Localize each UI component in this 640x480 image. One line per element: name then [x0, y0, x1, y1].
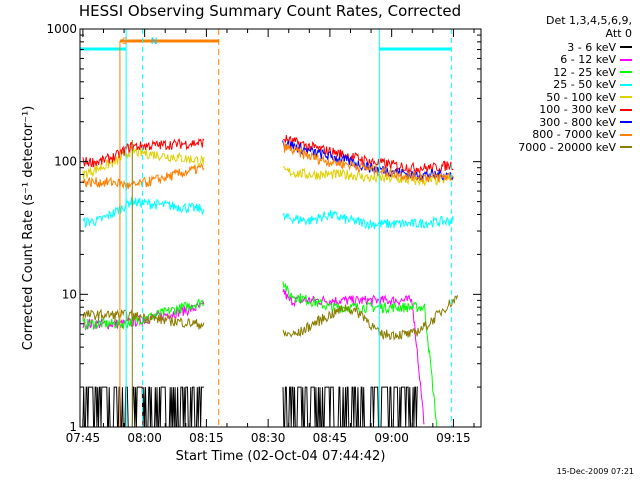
x-tick-label: 07:45: [66, 431, 101, 445]
legend-swatch: [620, 96, 632, 99]
series-line: [282, 166, 454, 187]
series-line: [282, 140, 454, 181]
series-line: [82, 138, 205, 168]
y-axis-label: Corrected Count Rate (s⁻¹ detector⁻¹): [21, 106, 36, 351]
series-line: [82, 162, 205, 191]
legend-label: 300 - 800 keV: [539, 115, 616, 129]
legend-label: 800 - 7000 keV: [532, 128, 616, 142]
legend-swatch: [620, 133, 632, 136]
legend-label: 3 - 6 keV: [567, 40, 616, 54]
legend-item: 50 - 100 keV: [492, 91, 632, 104]
legend-label: 6 - 12 keV: [560, 53, 616, 67]
legend-item: 7000 - 20000 keV: [492, 141, 632, 154]
legend: 3 - 6 keV 6 - 12 keV 12 - 25 keV 25 - 50 ke…: [492, 41, 632, 154]
y-tick-label: 1: [69, 420, 77, 434]
series-line: [282, 386, 418, 428]
series-line: [282, 142, 454, 184]
legend-swatch: [620, 71, 632, 74]
series-line: [282, 281, 438, 428]
legend-item: 12 - 25 keV: [492, 66, 632, 79]
legend-swatch: [620, 83, 632, 86]
legend-label: 12 - 25 keV: [553, 65, 616, 79]
chart-title: HESSI Observing Summary Count Rates, Cor…: [78, 2, 462, 20]
plot-frame: [79, 28, 482, 428]
annotation-S: S: [122, 37, 128, 47]
x-tick-label: 08:00: [127, 431, 162, 445]
y-tick-label: 1000: [46, 22, 77, 36]
series-line: [82, 144, 205, 180]
series-line: [82, 308, 205, 330]
legend-header-line-2: Att 0: [605, 27, 632, 40]
legend-item: 300 - 800 keV: [492, 116, 632, 129]
legend-swatch: [620, 46, 632, 49]
legend-label: 25 - 50 keV: [553, 78, 616, 92]
legend-item: 25 - 50 keV: [492, 78, 632, 92]
series-line: [282, 209, 454, 231]
x-tick-label: 08:45: [313, 431, 348, 445]
y-tick-label: 100: [54, 155, 77, 169]
x-tick-label: 09:00: [374, 431, 409, 445]
x-tick-label: 09:15: [436, 431, 471, 445]
legend-header: Det 1,3,4,5,6,9, Att 0: [492, 14, 632, 40]
timestamp: 15-Dec-2009 07:21: [556, 467, 634, 476]
series-line: [82, 386, 204, 428]
x-tick-label: 08:15: [189, 431, 224, 445]
legend-label: 50 - 100 keV: [546, 90, 616, 104]
legend-label: 7000 - 20000 keV: [518, 140, 616, 154]
legend-item: 800 - 7000 keV: [492, 128, 632, 142]
legend-item: 6 - 12 keV: [492, 53, 632, 67]
x-axis-label: Start Time (02-Oct-04 07:44:42): [176, 449, 386, 464]
legend-swatch: [620, 146, 632, 149]
legend-header-line-1: Det 1,3,4,5,6,9,: [545, 14, 632, 27]
legend-item: 100 - 300 keV: [492, 103, 632, 117]
annotation-N: N: [151, 37, 158, 47]
series-line: [82, 197, 205, 229]
legend-item: 3 - 6 keV: [492, 41, 632, 54]
x-tick-label: 08:30: [251, 431, 286, 445]
legend-swatch: [620, 58, 632, 61]
legend-swatch: [620, 121, 632, 124]
legend-swatch: [620, 108, 632, 111]
series-line: [282, 295, 458, 341]
legend-label: 100 - 300 keV: [539, 103, 616, 117]
y-tick-label: 10: [62, 287, 77, 301]
